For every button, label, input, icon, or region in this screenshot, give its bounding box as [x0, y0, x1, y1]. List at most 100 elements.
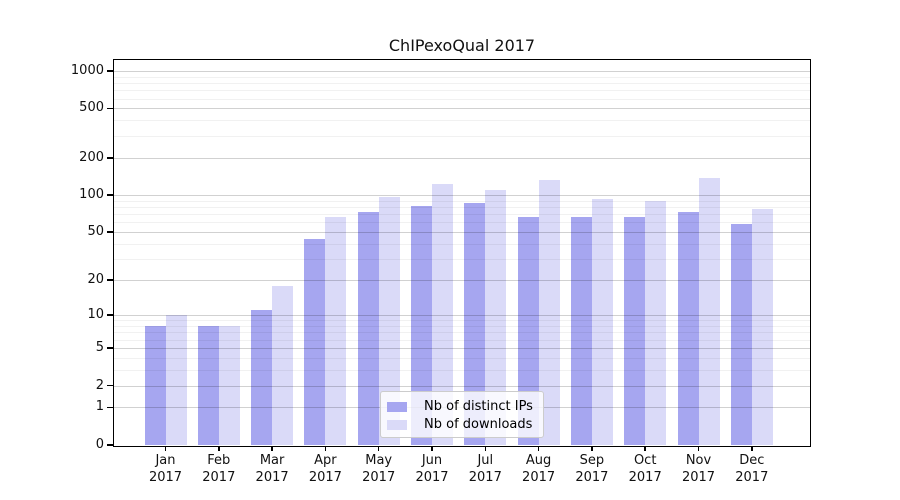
gridline-4 — [114, 357, 810, 359]
bar-downloads-oct — [645, 200, 667, 445]
x-tick-year: 2017 — [522, 470, 556, 485]
legend-swatch-distinct-ips — [387, 402, 407, 412]
bar-distinct-ips-dec — [730, 224, 752, 445]
x-tick-mark-jun — [431, 446, 433, 451]
x-tick-mark-nov — [697, 446, 700, 451]
x-tick-mark-dec — [751, 446, 753, 451]
x-tick-year: 2017 — [255, 470, 289, 485]
x-tick-mark-sep — [591, 446, 593, 451]
gridline-5 — [114, 347, 810, 349]
bar-downloads-jul — [485, 189, 507, 445]
gridline-10 — [114, 315, 810, 317]
gridline-50 — [114, 232, 810, 234]
x-tick-mark-mar — [271, 446, 273, 451]
x-tick-mark-aug — [537, 446, 540, 451]
y-tick-mark — [107, 231, 113, 233]
y-tick-mark — [107, 314, 113, 316]
x-tick-year: 2017 — [575, 470, 609, 485]
gridline-200 — [114, 157, 810, 159]
bar-distinct-ips-jan — [144, 326, 166, 445]
y-tick-label-100: 100 — [79, 187, 104, 203]
x-tick-year: 2017 — [202, 470, 236, 485]
x-tick-year: 2017 — [628, 470, 662, 485]
plot-area — [114, 60, 810, 445]
bar-downloads-may — [378, 197, 400, 445]
grid-layer — [114, 60, 810, 445]
gridline-400 — [114, 120, 810, 122]
x-tick-label-may: May 2017 — [352, 452, 406, 486]
x-tick-label-nov: Nov 2017 — [672, 452, 726, 486]
bar-downloads-jun — [432, 184, 453, 445]
y-tick-label-500: 500 — [79, 100, 104, 116]
gridline-300 — [114, 135, 810, 137]
legend: Nb of distinct IPs Nb of downloads — [380, 391, 544, 438]
gridline-2 — [114, 385, 810, 387]
bar-distinct-ips-feb — [197, 326, 219, 445]
x-tick-label-sep: Sep 2017 — [565, 452, 619, 486]
x-tick-year: 2017 — [681, 470, 716, 485]
bar-distinct-ips-oct — [624, 217, 646, 445]
x-tick-mark-jan — [164, 446, 167, 451]
x-tick-mark-may — [377, 446, 380, 451]
bar-distinct-ips-sep — [570, 216, 592, 445]
x-tick-year: 2017 — [415, 470, 449, 485]
y-tick-mark — [107, 444, 113, 446]
gridline-600 — [114, 98, 810, 100]
y-tick-label-50: 50 — [87, 224, 104, 240]
gridline-100 — [114, 195, 810, 197]
y-tick-label-0: 0 — [95, 437, 104, 452]
bar-downloads-dec — [751, 209, 773, 445]
y-tick-mark — [107, 194, 113, 196]
gridline-900 — [114, 76, 810, 78]
bars-layer — [114, 60, 810, 445]
x-tick-label-apr: Apr 2017 — [298, 452, 352, 486]
bar-downloads-sep — [591, 199, 613, 445]
gridline-3 — [114, 369, 810, 371]
bar-distinct-ips-apr — [304, 238, 326, 445]
x-tick-year: 2017 — [308, 470, 342, 485]
legend-swatch-downloads — [387, 420, 407, 430]
x-tick-label-mar: Mar 2017 — [245, 452, 299, 486]
gridline-20 — [114, 280, 810, 282]
y-tick-mark — [107, 406, 113, 409]
gridline-8 — [114, 326, 810, 328]
gridline-30 — [114, 259, 810, 261]
bar-distinct-ips-mar — [251, 310, 273, 445]
x-tick-label-jan: Jan 2017 — [139, 452, 193, 486]
gridline-90 — [114, 200, 810, 202]
bar-distinct-ips-aug — [517, 217, 539, 445]
x-tick-mark-apr — [324, 446, 327, 451]
y-tick-label-10: 10 — [87, 307, 104, 323]
x-tick-label-jun: Jun 2017 — [405, 452, 459, 486]
y-tick-label-2: 2 — [95, 377, 104, 393]
bar-downloads-apr — [325, 216, 347, 445]
legend-entry-distinct-ips: Nb of distinct IPs — [387, 398, 543, 416]
gridline-7 — [114, 332, 810, 334]
y-tick-mark — [107, 157, 113, 159]
bar-distinct-ips-jul — [464, 203, 486, 445]
gridline-700 — [114, 90, 810, 92]
y-tick-mark — [107, 384, 113, 387]
x-tick-label-aug: Aug 2017 — [512, 452, 566, 486]
y-tick-mark — [107, 347, 113, 349]
bar-distinct-ips-jun — [411, 205, 432, 445]
x-tick-year: 2017 — [148, 470, 183, 485]
x-tick-year: 2017 — [468, 470, 502, 485]
gridline-500 — [114, 108, 810, 110]
gridline-80 — [114, 207, 810, 209]
bar-downloads-feb — [218, 326, 240, 445]
legend-label-downloads: Nb of downloads — [424, 417, 533, 432]
x-tick-year: 2017 — [735, 470, 769, 485]
y-tick-mark — [107, 70, 113, 72]
y-tick-label-20: 20 — [87, 272, 104, 288]
gridline-6 — [114, 339, 810, 341]
y-tick-label-5: 5 — [95, 339, 104, 355]
y-tick-label-1000: 1000 — [70, 62, 104, 78]
x-tick-mark-oct — [644, 446, 646, 451]
gridline-9 — [114, 320, 810, 322]
x-tick-label-feb: Feb 2017 — [192, 452, 246, 486]
y-tick-label-1: 1 — [95, 399, 104, 415]
x-tick-mark-feb — [218, 446, 220, 451]
y-tick-mark — [107, 107, 113, 110]
